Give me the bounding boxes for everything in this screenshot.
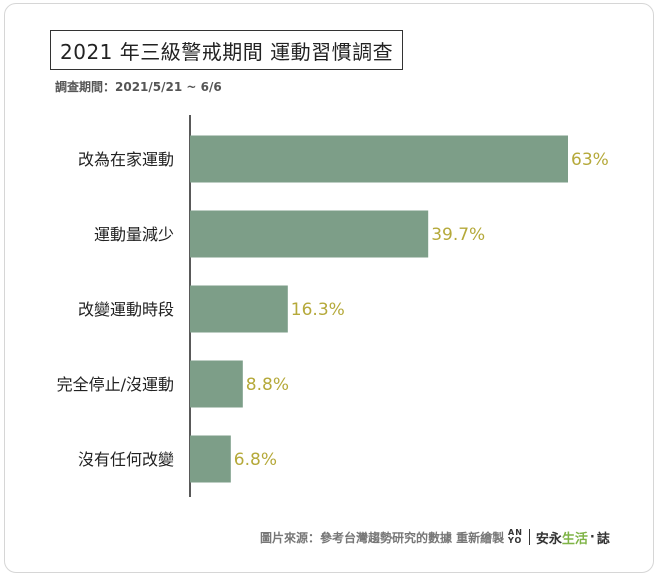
brand-name-part3: 誌 xyxy=(596,531,610,547)
brand-logo: AN YO 安永 生活 · 誌 xyxy=(508,526,610,548)
bar xyxy=(190,285,288,333)
bar xyxy=(190,360,243,408)
category-label: 完全停止/沒運動 xyxy=(57,375,174,394)
category-label: 運動量減少 xyxy=(94,225,174,244)
brand-name-part1: 安永 xyxy=(535,531,562,547)
chart-subtitle: 調查期間：2021/5/21 ~ 6/6 xyxy=(55,80,222,94)
value-label: 63% xyxy=(571,150,609,170)
brand-mark-icon: AN YO xyxy=(508,528,523,545)
brand-dot: · xyxy=(589,529,595,545)
bar xyxy=(190,435,231,483)
bar xyxy=(190,210,429,258)
bar xyxy=(190,135,568,183)
chart-title: 2021 年三級警戒期間 運動習慣調查 xyxy=(50,30,404,70)
brand-separator xyxy=(528,529,530,545)
value-label: 39.7% xyxy=(431,225,485,245)
value-label: 8.8% xyxy=(246,375,289,395)
value-label: 16.3% xyxy=(291,300,345,320)
category-label: 沒有任何改變 xyxy=(78,450,174,469)
source-note: 圖片來源：參考台灣趨勢研究的數據 重新繪製 xyxy=(260,531,505,545)
value-label: 6.8% xyxy=(234,450,277,470)
category-label: 改為在家運動 xyxy=(78,150,174,169)
chart-frame xyxy=(4,3,654,573)
brand-name-part2: 生活 xyxy=(561,531,588,547)
category-label: 改變運動時段 xyxy=(78,300,174,319)
